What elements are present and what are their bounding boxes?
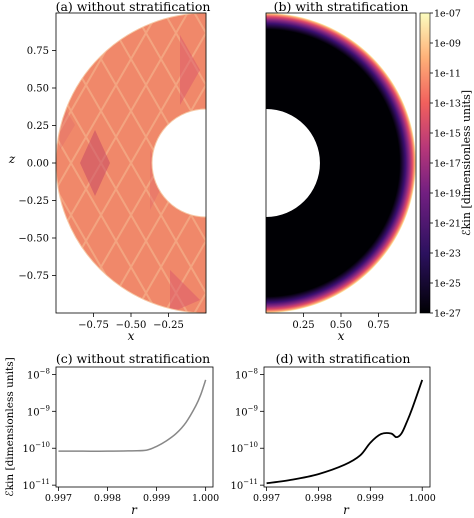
colorbar-tick-label: 1e-21 — [434, 219, 461, 230]
colorbar-tick-label: 1e-25 — [434, 279, 461, 290]
colorbar-tick-label: 1e-13 — [434, 99, 461, 110]
panel-d-title: (d) with stratification — [276, 351, 411, 366]
panel-b-xtick-label: 0.75 — [367, 320, 389, 331]
panel-c-ytick-label: 10−11 — [22, 478, 50, 492]
panel-c: (c) without stratification 0.997 0.998 0.9… — [4, 351, 219, 517]
panel-a-ytick-label: −0.75 — [18, 271, 49, 282]
panel-a-ytick-label: 0.25 — [27, 121, 49, 132]
panel-d-ytick-label: 10−11 — [230, 478, 258, 492]
panel-a-xtick-label: −0.75 — [78, 320, 109, 331]
panel-c-xtick-label: 0.998 — [94, 493, 121, 504]
panel-a-ytick-label: 0.00 — [27, 159, 49, 170]
panel-c-title: (c) without stratification — [56, 351, 210, 366]
panel-a-field — [56, 13, 206, 313]
panel-a-outline — [55, 12, 207, 314]
panel-c-xlabel: r — [131, 503, 138, 517]
panel-a-ytick-label: 0.75 — [27, 46, 49, 57]
colorbar-tick-label: 1e-07 — [434, 9, 461, 20]
panel-d: (d) with stratification 0.997 0.998 0.999 1… — [230, 351, 435, 517]
panel-b-title: (b) with stratification — [274, 0, 409, 14]
panel-b-xlabel: x — [338, 329, 345, 343]
panel-b-xtick-label: 0.25 — [292, 320, 314, 331]
panel-c-ytick-label: 10−9 — [27, 404, 50, 418]
colorbar-tick-label: 1e-23 — [434, 249, 461, 260]
colorbar-label: ℰkin [dimensionless units] — [460, 90, 473, 236]
panel-d-ytick-label: 10−10 — [230, 441, 258, 455]
panel-a-ytick-label: −0.50 — [18, 234, 49, 245]
panel-c-series-line — [58, 379, 207, 452]
panel-a: (a) without stratification −0.75 −0.50 −0.… — [8, 0, 211, 343]
panel-c-frame — [55, 366, 214, 488]
panel-a-ytick-label: −0.25 — [18, 196, 49, 207]
panel-c-xtick-label: 0.997 — [45, 493, 72, 504]
panel-d-xlabel: r — [343, 503, 350, 517]
panel-d-xtick-label: 0.998 — [305, 493, 332, 504]
panel-d-xtick-label: 0.999 — [357, 493, 384, 504]
colorbar: 1e-07 1e-09 1e-11 1e-13 1e-15 1e-17 1e-19 1e-21… — [419, 9, 473, 320]
panel-c-ytick-label: 10−8 — [27, 367, 50, 381]
panel-b-xtick-label: 0.50 — [330, 320, 352, 331]
panel-c-xtick-label: 0.999 — [143, 493, 170, 504]
colorbar-tick-label: 1e-09 — [434, 39, 461, 50]
colorbar-tick-label: 1e-15 — [434, 129, 461, 140]
panel-d-ytick-label: 10−9 — [235, 404, 258, 418]
panel-a-title: (a) without stratification — [56, 0, 211, 14]
colorbar-scale — [419, 12, 431, 314]
panel-a-xtick-label: −0.25 — [153, 320, 184, 331]
panel-b: (b) with stratification 0.25 0.50 0.75 x — [265, 0, 417, 343]
panel-a-xlabel: x — [128, 329, 135, 343]
panel-a-ylabel: z — [8, 152, 16, 166]
panel-d-xtick-label: 1.000 — [409, 493, 436, 504]
panel-d-ytick-label: 10−8 — [235, 367, 258, 381]
colorbar-tick-label: 1e-17 — [434, 159, 461, 170]
colorbar-tick-label: 1e-19 — [434, 189, 461, 200]
panel-a-ytick-label: 0.50 — [27, 84, 49, 95]
panel-d-series-line — [266, 379, 424, 485]
panel-a-xtick-label: −0.50 — [116, 320, 147, 331]
panel-c-xtick-label: 1.000 — [192, 493, 219, 504]
panel-c-ytick-label: 10−10 — [22, 441, 50, 455]
panel-d-frame — [263, 366, 431, 488]
panel-c-ylabel: ℰkin [dimensionless units] — [4, 357, 16, 496]
colorbar-tick-label: 1e-11 — [434, 69, 461, 80]
panel-b-field — [266, 13, 416, 313]
colorbar-tick-label: 1e-27 — [434, 309, 461, 320]
panel-d-xtick-label: 0.997 — [253, 493, 280, 504]
